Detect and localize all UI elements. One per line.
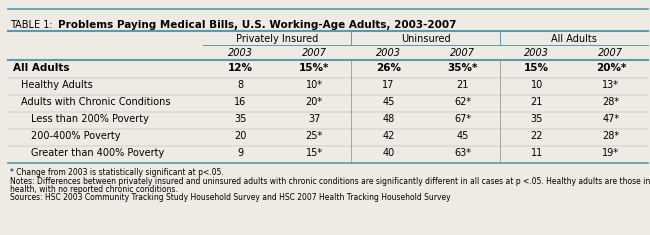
- Text: 2007: 2007: [302, 48, 327, 58]
- Text: 15*: 15*: [306, 148, 323, 158]
- Text: 20: 20: [234, 131, 246, 141]
- Text: 10: 10: [530, 80, 543, 90]
- Text: Privately Insured: Privately Insured: [236, 34, 318, 44]
- Text: All Adults: All Adults: [551, 34, 597, 44]
- Text: 2003: 2003: [376, 48, 401, 58]
- Text: 2007: 2007: [450, 48, 475, 58]
- Text: 21: 21: [456, 80, 469, 90]
- Text: Healthy Adults: Healthy Adults: [21, 80, 93, 90]
- Text: Uninsured: Uninsured: [400, 34, 450, 44]
- Text: 62*: 62*: [454, 97, 471, 107]
- Text: 13*: 13*: [603, 80, 619, 90]
- Text: 35%*: 35%*: [447, 63, 478, 73]
- Text: Less than 200% Poverty: Less than 200% Poverty: [31, 114, 149, 124]
- Text: 26%: 26%: [376, 63, 401, 73]
- Text: 12%: 12%: [227, 63, 253, 73]
- Text: Greater than 400% Poverty: Greater than 400% Poverty: [31, 148, 164, 158]
- Text: 35: 35: [234, 114, 246, 124]
- Text: Notes: Differences between privately insured and uninsured adults with chronic c: Notes: Differences between privately ins…: [10, 176, 650, 185]
- Text: 28*: 28*: [603, 97, 619, 107]
- Text: 21: 21: [530, 97, 543, 107]
- Text: 45: 45: [382, 97, 395, 107]
- Text: 35: 35: [530, 114, 543, 124]
- Text: 16: 16: [234, 97, 246, 107]
- Text: 40: 40: [382, 148, 395, 158]
- Text: health, with no reported chronic conditions.: health, with no reported chronic conditi…: [10, 185, 178, 194]
- Text: 2007: 2007: [599, 48, 623, 58]
- Text: 10*: 10*: [306, 80, 323, 90]
- Text: 22: 22: [530, 131, 543, 141]
- Text: TABLE 1:: TABLE 1:: [10, 20, 53, 30]
- Text: 28*: 28*: [603, 131, 619, 141]
- Text: 20%*: 20%*: [596, 63, 626, 73]
- Text: 19*: 19*: [603, 148, 619, 158]
- Text: 17: 17: [382, 80, 395, 90]
- Text: 25*: 25*: [306, 131, 323, 141]
- Text: 11: 11: [530, 148, 543, 158]
- Text: Sources: HSC 2003 Community Tracking Study Household Survey and HSC 2007 Health : Sources: HSC 2003 Community Tracking Stu…: [10, 193, 450, 203]
- Text: * Change from 2003 is statistically significant at p<.05.: * Change from 2003 is statistically sign…: [10, 168, 224, 177]
- Text: 42: 42: [382, 131, 395, 141]
- Text: All Adults: All Adults: [13, 63, 70, 73]
- Text: 37: 37: [308, 114, 320, 124]
- Text: Problems Paying Medical Bills, U.S. Working-Age Adults, 2003-2007: Problems Paying Medical Bills, U.S. Work…: [58, 20, 456, 30]
- Text: 9: 9: [237, 148, 243, 158]
- Text: Adults with Chronic Conditions: Adults with Chronic Conditions: [21, 97, 170, 107]
- Text: 45: 45: [456, 131, 469, 141]
- Text: 20*: 20*: [306, 97, 323, 107]
- Text: 48: 48: [382, 114, 395, 124]
- Text: 2003: 2003: [227, 48, 253, 58]
- Text: 47*: 47*: [603, 114, 619, 124]
- Text: 15%: 15%: [525, 63, 549, 73]
- Text: 200-400% Poverty: 200-400% Poverty: [31, 131, 120, 141]
- Text: 8: 8: [237, 80, 243, 90]
- Text: 63*: 63*: [454, 148, 471, 158]
- Text: 67*: 67*: [454, 114, 471, 124]
- Text: 2003: 2003: [525, 48, 549, 58]
- Text: 15%*: 15%*: [299, 63, 330, 73]
